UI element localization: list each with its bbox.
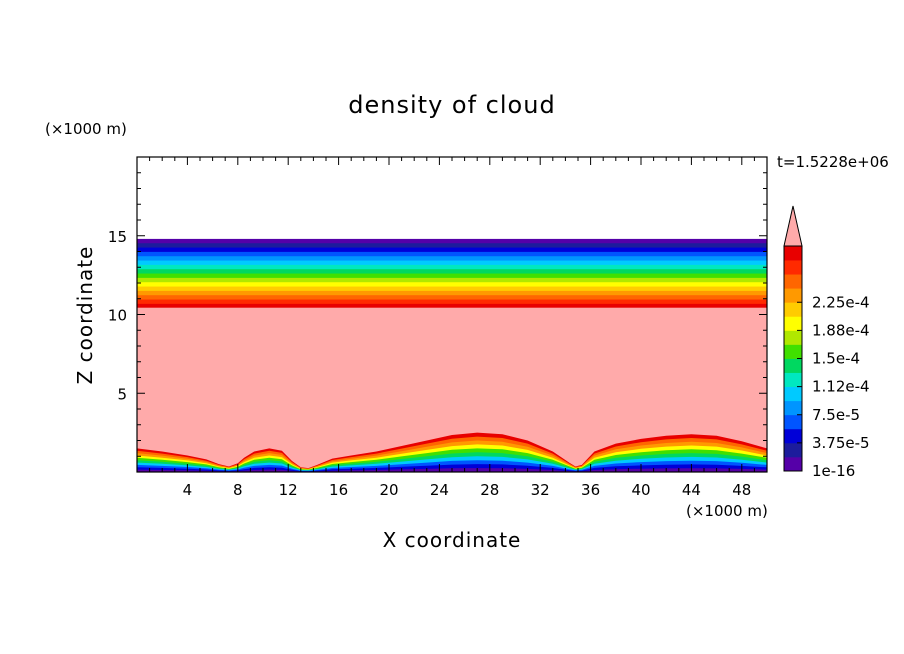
colorbar-overflow	[783, 205, 803, 247]
x-tick-label: 40	[631, 481, 650, 499]
upper-band	[137, 256, 767, 262]
colorbar: 1e-16 3.75e-5 7.5e-5 1.12e-4 1.5e-4 1.88e-4 2.…	[783, 205, 870, 480]
upper-band	[137, 243, 767, 249]
colorbar-swatch	[784, 428, 802, 444]
upper-band	[137, 303, 767, 309]
upper-band	[137, 260, 767, 266]
colorbar-swatch	[784, 288, 802, 303]
colorbar-label: 2.25e-4	[812, 293, 870, 311]
x-axis-label: X coordinate	[383, 528, 522, 552]
y-unit-label: (×1000 m)	[45, 120, 127, 138]
colorbar-swatch	[784, 274, 802, 289]
colorbar-label: 3.75e-5	[812, 434, 870, 452]
colorbar-swatch	[784, 302, 802, 317]
x-tick-label: 8	[233, 481, 243, 499]
colorbar-swatch	[784, 316, 802, 331]
upper-band	[137, 238, 767, 244]
upper-band	[137, 247, 767, 253]
time-label: t=1.5228e+06	[777, 153, 889, 171]
x-axis: 4 8 12 16 20 24 28 32 36 40 44 48	[149, 157, 755, 499]
x-tick-label: 48	[732, 481, 751, 499]
y-tick-label: 5	[117, 385, 127, 403]
x-tick-label: 28	[480, 481, 499, 499]
y-axis: 5 10 15	[108, 172, 767, 457]
y-tick-label: 15	[108, 228, 127, 246]
plot-area	[137, 157, 767, 472]
y-tick-label: 10	[108, 307, 127, 325]
upper-layer	[137, 238, 767, 309]
colorbar-swatch	[784, 456, 802, 472]
x-unit-label: (×1000 m)	[686, 502, 768, 520]
x-tick-label: 36	[581, 481, 600, 499]
upper-band	[137, 299, 767, 305]
upper-band	[137, 277, 767, 283]
upper-band	[137, 290, 767, 296]
upper-band	[137, 286, 767, 292]
colorbar-swatch	[784, 358, 802, 373]
colorbar-swatch	[784, 260, 802, 275]
colorbar-swatch	[784, 344, 802, 359]
colorbar-label: 7.5e-5	[812, 406, 860, 424]
colorbar-swatch	[784, 442, 802, 458]
upper-band	[137, 273, 767, 279]
upper-band	[137, 264, 767, 270]
colorbar-label: 1.12e-4	[812, 378, 870, 396]
colorbar-swatch	[784, 246, 802, 261]
chart-title: density of cloud	[348, 91, 555, 119]
upper-band	[137, 282, 767, 288]
colorbar-label: 1.5e-4	[812, 350, 860, 368]
y-axis-label: Z coordinate	[73, 246, 97, 385]
colorbar-swatch	[784, 400, 802, 416]
upper-band	[137, 269, 767, 275]
colorbar-swatch	[784, 372, 802, 388]
x-tick-label: 12	[279, 481, 298, 499]
upper-band	[137, 251, 767, 257]
colorbar-swatch	[784, 330, 802, 345]
x-tick-label: 32	[531, 481, 550, 499]
x-tick-label: 44	[682, 481, 701, 499]
x-tick-label: 16	[329, 481, 348, 499]
colorbar-label: 1.88e-4	[812, 321, 870, 339]
colorbar-swatch	[784, 414, 802, 430]
colorbar-swatch	[784, 386, 802, 402]
x-tick-label: 20	[379, 481, 398, 499]
colorbar-label: 1e-16	[812, 462, 855, 480]
upper-band	[137, 295, 767, 301]
x-tick-label: 4	[183, 481, 193, 499]
x-tick-label: 24	[430, 481, 449, 499]
